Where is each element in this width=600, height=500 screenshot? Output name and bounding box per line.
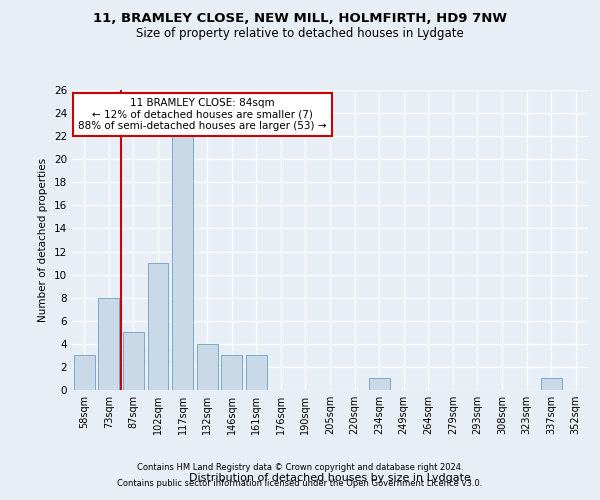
Y-axis label: Number of detached properties: Number of detached properties — [38, 158, 49, 322]
Bar — [246, 356, 267, 390]
Bar — [197, 344, 218, 390]
Bar — [172, 136, 193, 390]
Text: 11 BRAMLEY CLOSE: 84sqm
← 12% of detached houses are smaller (7)
88% of semi-det: 11 BRAMLEY CLOSE: 84sqm ← 12% of detache… — [78, 98, 326, 132]
Bar — [541, 378, 562, 390]
Bar — [123, 332, 144, 390]
Bar — [368, 378, 389, 390]
X-axis label: Distribution of detached houses by size in Lydgate: Distribution of detached houses by size … — [189, 473, 471, 483]
Text: Contains public sector information licensed under the Open Government Licence v3: Contains public sector information licen… — [118, 478, 482, 488]
Text: Size of property relative to detached houses in Lydgate: Size of property relative to detached ho… — [136, 28, 464, 40]
Bar — [98, 298, 119, 390]
Text: Contains HM Land Registry data © Crown copyright and database right 2024.: Contains HM Land Registry data © Crown c… — [137, 464, 463, 472]
Text: 11, BRAMLEY CLOSE, NEW MILL, HOLMFIRTH, HD9 7NW: 11, BRAMLEY CLOSE, NEW MILL, HOLMFIRTH, … — [93, 12, 507, 26]
Bar — [148, 263, 169, 390]
Bar — [74, 356, 95, 390]
Bar — [221, 356, 242, 390]
